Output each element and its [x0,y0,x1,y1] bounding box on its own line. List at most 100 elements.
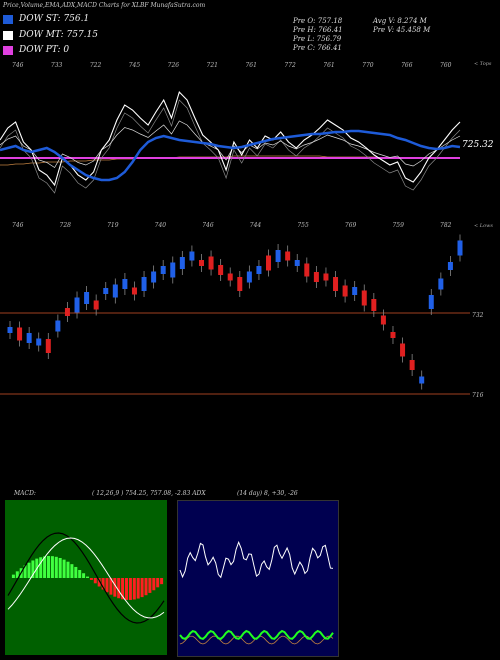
macd-bar-5 [27,562,31,578]
candle-36 [352,287,358,295]
macd-bar-30 [125,578,128,600]
ema-grey-line [0,99,461,194]
macd-bar-8 [39,557,43,578]
top-label-9: 770 [362,62,374,69]
macd-bar-14 [62,559,66,578]
macd-bar-34 [140,578,144,598]
candle-39 [380,315,386,325]
macd-bar-16 [70,564,74,578]
macd-bar-31 [128,578,132,600]
legend-dow-mt: DOW MT: 757.15 [19,30,98,40]
candle-46 [447,262,453,270]
price-level-1: 732 [472,312,484,319]
macd-bar-28 [117,578,121,599]
top-label-0: 746 [12,62,24,69]
macd-bar-38 [156,578,160,588]
candle-37 [361,290,367,306]
macd-bar-36 [148,578,152,593]
candle-43 [419,376,425,384]
bottom-label-3: 740 [154,222,167,229]
candle-33 [323,273,329,281]
top-label-5: 721 [206,62,218,69]
signal-line [7,537,165,619]
legend-swatch-pt [3,46,13,55]
candle-20 [198,260,204,266]
macd-bar-39 [160,578,164,585]
macd-bar-26 [109,578,113,595]
avg-volume: Avg V: 8.274 M [373,17,427,25]
candle-2 [26,333,32,343]
top-label-1: 733 [50,62,63,69]
candle-23 [227,273,233,281]
candle-24 [237,277,243,291]
legend-swatch-st [3,15,13,24]
candle-0 [7,327,13,333]
macd-bar-20 [86,576,89,578]
candle-1 [17,327,23,341]
candle-31 [304,263,310,277]
candle-3 [36,338,42,346]
candle-16 [160,266,166,274]
macd-bar-21 [89,578,93,580]
candle-13 [131,287,137,295]
bottom-label-9: 782 [440,222,452,229]
top-label-3: 745 [128,62,141,69]
macd-bar-22 [93,578,97,584]
macd-bar-1 [11,574,15,578]
macd-bar-24 [101,578,105,590]
macd-bar-35 [144,578,148,596]
candle-7 [74,297,80,313]
candle-35 [342,285,348,297]
macd-line [7,532,165,624]
candle-6 [64,308,70,316]
candle-28 [275,250,281,262]
macd-label: MACD: [14,490,36,497]
macd-bar-19 [82,573,86,578]
bottom-label-6: 755 [297,222,309,229]
candle-45 [438,278,444,290]
candle-29 [285,251,291,261]
adx-panel [177,500,339,657]
pre-open: Pre O: 757.18 [293,17,343,25]
dow-st-line [0,129,461,182]
top-label-7: 772 [284,62,296,69]
macd-bar-25 [105,578,109,593]
candle-26 [256,266,262,274]
bottom-label-7: 769 [344,222,357,229]
candle-41 [400,343,406,357]
pre-high: Pre H: 766.41 [293,26,343,34]
candle-10 [103,288,109,294]
candle-19 [189,251,195,261]
macd-bar-6 [31,560,35,578]
macd-bar-33 [136,578,140,599]
candle-14 [141,277,147,291]
macd-bar-32 [132,578,136,600]
macd-values: ( 12,26,9 ) 754.25, 757.08, -2.83 ADX [92,490,206,497]
pre-volume: Pre V: 45.458 M [373,26,431,34]
adx-line [179,540,334,579]
macd-bar-15 [66,561,70,578]
candle-38 [371,299,377,311]
macd-bar-10 [47,556,50,578]
top-label-10: 766 [401,62,413,69]
macd-bar-2 [15,571,19,578]
macd-bar-4 [23,565,27,578]
bottom-label-8: 759 [392,222,404,229]
candle-34 [333,277,339,291]
bottom-label-4: 746 [202,222,214,229]
candle-18 [179,257,185,269]
candle-40 [390,332,396,338]
macd-bar-23 [97,578,101,587]
top-label-11: 760 [440,62,452,69]
macd-bar-13 [58,557,62,578]
macd-bar-9 [43,556,47,578]
tops-label: < Tops [474,61,492,67]
bottom-label-1: 728 [59,222,71,229]
candle-4 [45,339,51,353]
macd-bar-12 [54,556,58,578]
ema-value-label: 725.32 [462,140,494,150]
candle-12 [122,279,128,289]
